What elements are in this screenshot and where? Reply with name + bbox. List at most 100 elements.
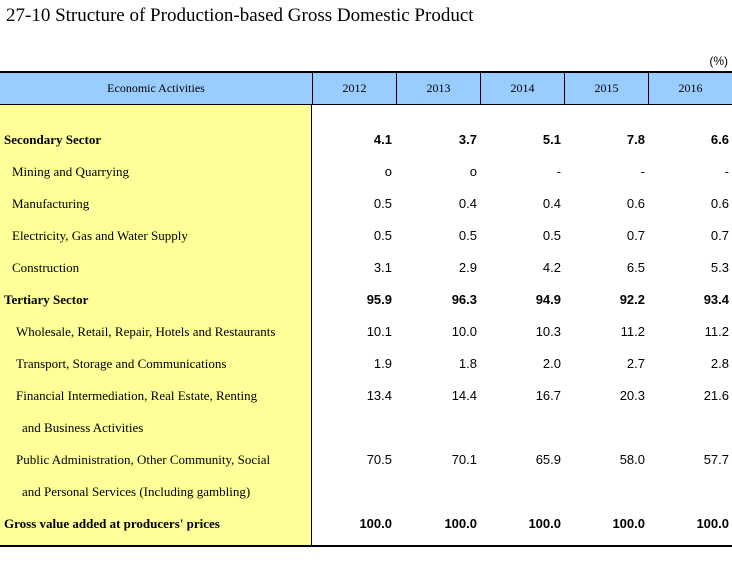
value-cell-2012 — [332, 476, 392, 508]
row-label: Mining and Quarrying — [12, 164, 129, 179]
table-row: Construction 3.1 2.9 4.2 6.5 5.3 — [0, 252, 732, 284]
value-cell-2014: 0.5 — [542, 228, 561, 243]
row-label: Gross value added at producers' prices — [4, 516, 220, 531]
table-row: Mining and Quarrying o o - - - — [0, 156, 732, 188]
row-label: Secondary Sector — [4, 132, 102, 147]
table-row: and Business Activities — [0, 412, 732, 444]
value-cell-2015 — [585, 476, 645, 508]
activities-column-background — [0, 105, 312, 546]
row-label: Financial Intermediation, Real Estate, R… — [16, 388, 258, 403]
value-cell-2012: 3.1 — [373, 260, 392, 275]
value-cell-2013: 3.7 — [458, 132, 477, 147]
value-cell-2016: 93.4 — [703, 292, 729, 307]
value-cell-2012: o — [384, 164, 392, 179]
value-cell-2015: 58.0 — [619, 452, 645, 467]
value-cell-2015: 0.7 — [626, 228, 645, 243]
value-cell-2014: - — [556, 164, 561, 179]
row-label: Electricity, Gas and Water Supply — [12, 228, 188, 243]
value-cell-2016: 5.3 — [710, 260, 729, 275]
table-row: Gross value added at producers' prices 10… — [0, 508, 732, 540]
value-cell-2012: 4.1 — [373, 132, 392, 147]
table-row: Transport, Storage and Communications 1.9… — [0, 348, 732, 380]
row-label: and Business Activities — [22, 420, 144, 435]
unit-label: (%) — [709, 54, 728, 68]
value-cell-2015: 7.8 — [626, 132, 645, 147]
header-economic-activities: Economic Activities — [107, 81, 205, 95]
value-cell-2013: 0.5 — [458, 228, 477, 243]
value-cell-2013: o — [469, 164, 477, 179]
value-cell-2015: 20.3 — [619, 388, 645, 403]
table-header: Economic Activities 2012 2013 2014 2015 … — [0, 71, 732, 105]
table-row: Financial Intermediation, Real Estate, R… — [0, 380, 732, 412]
value-cell-2012: 0.5 — [373, 196, 392, 211]
value-cell-2015: 11.2 — [620, 324, 645, 339]
value-cell-2016: 0.6 — [710, 196, 729, 211]
value-cell-2016: 100.0 — [696, 516, 729, 531]
value-cell-2013: 100.0 — [444, 516, 477, 531]
value-cell-2015 — [585, 412, 645, 444]
page-title: 27-10 Structure of Production-based Gros… — [6, 5, 474, 26]
value-cell-2016: 21.6 — [703, 388, 729, 403]
table-bottom-rule — [0, 545, 732, 547]
value-cell-2013: 1.8 — [458, 356, 477, 371]
value-cell-2013: 70.1 — [451, 452, 477, 467]
header-year-2015: 2015 — [564, 73, 648, 104]
value-cell-2016: 6.6 — [710, 132, 729, 147]
value-cell-2014: 5.1 — [542, 132, 561, 147]
table-row: Tertiary Sector 95.9 96.3 94.9 92.2 93.4 — [0, 284, 732, 316]
row-label: Wholesale, Retail, Repair, Hotels and Re… — [16, 324, 276, 339]
value-cell-2015: 92.2 — [619, 292, 645, 307]
value-cell-2016 — [669, 476, 729, 508]
row-label: Transport, Storage and Communications — [16, 356, 227, 371]
value-cell-2014 — [501, 412, 561, 444]
value-cell-2014: 100.0 — [528, 516, 561, 531]
header-year-2016: 2016 — [648, 73, 732, 104]
value-cell-2014: 0.4 — [542, 196, 561, 211]
table-row: Manufacturing 0.5 0.4 0.4 0.6 0.6 — [0, 188, 732, 220]
header-year-2013: 2013 — [396, 73, 480, 104]
value-cell-2013: 96.3 — [451, 292, 477, 307]
value-cell-2013: 10.0 — [451, 324, 477, 339]
table-row: Electricity, Gas and Water Supply 0.5 0.5 0… — [0, 220, 732, 252]
table-row: and Personal Services (Including gamblin… — [0, 476, 732, 508]
value-cell-2015: - — [640, 164, 645, 179]
row-label: Public Administration, Other Community, … — [16, 452, 271, 467]
value-cell-2012 — [332, 412, 392, 444]
value-cell-2013 — [417, 476, 477, 508]
value-cell-2013: 0.4 — [458, 196, 477, 211]
header-year-2012: 2012 — [312, 73, 396, 104]
value-cell-2013: 14.4 — [451, 388, 477, 403]
table-row: Secondary Sector 4.1 3.7 5.1 7.8 6.6 — [0, 124, 732, 156]
value-cell-2014: 94.9 — [535, 292, 561, 307]
value-cell-2015: 100.0 — [612, 516, 645, 531]
value-cell-2014: 10.3 — [535, 324, 561, 339]
value-cell-2016 — [669, 412, 729, 444]
value-cell-2016: 0.7 — [710, 228, 729, 243]
row-label: Tertiary Sector — [4, 292, 89, 307]
header-year-2014: 2014 — [480, 73, 564, 104]
value-cell-2013 — [417, 412, 477, 444]
value-cell-2012: 95.9 — [366, 292, 392, 307]
row-label: and Personal Services (Including gamblin… — [22, 484, 251, 499]
value-cell-2015: 2.7 — [626, 356, 645, 371]
value-cell-2012: 70.5 — [366, 452, 392, 467]
value-cell-2015: 0.6 — [626, 196, 645, 211]
value-cell-2014: 65.9 — [535, 452, 561, 467]
value-cell-2012: 100.0 — [359, 516, 392, 531]
value-cell-2013: 2.9 — [458, 260, 477, 275]
value-cell-2016: 11.2 — [704, 324, 729, 339]
table-row: Public Administration, Other Community, … — [0, 444, 732, 476]
value-cell-2016: 2.8 — [710, 356, 729, 371]
row-label: Manufacturing — [12, 196, 90, 211]
value-cell-2012: 0.5 — [373, 228, 392, 243]
value-cell-2014: 4.2 — [542, 260, 561, 275]
value-cell-2016: 57.7 — [703, 452, 729, 467]
value-cell-2015: 6.5 — [626, 260, 645, 275]
value-cell-2014: 2.0 — [542, 356, 561, 371]
value-cell-2012: 13.4 — [366, 388, 392, 403]
value-cell-2012: 10.1 — [366, 324, 392, 339]
value-cell-2012: 1.9 — [373, 356, 392, 371]
value-cell-2016: - — [724, 164, 729, 179]
value-cell-2014 — [501, 476, 561, 508]
row-label: Construction — [12, 260, 80, 275]
